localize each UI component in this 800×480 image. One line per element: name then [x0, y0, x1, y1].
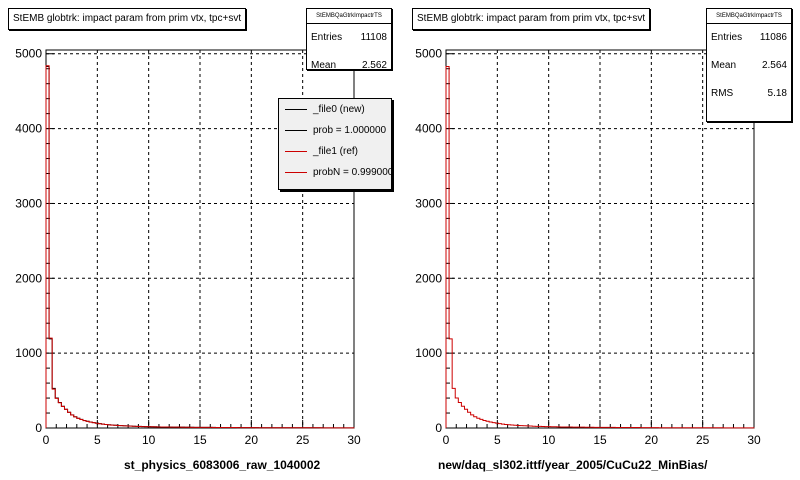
left-stats-name: StEMBQaGtrkImpactrTS — [307, 9, 391, 24]
right-x-tick-label-0: 0 — [443, 433, 450, 447]
left-y-tick-label-3: 3000 — [15, 196, 42, 210]
left-stats-mean-row: Mean 2.562 — [307, 52, 391, 80]
left-y-tick-label-5: 5000 — [15, 47, 42, 61]
left-stats-entries-value: 11108 — [360, 32, 387, 43]
right-stats-rms-row: RMS 5.18 — [707, 80, 791, 108]
right-y-tick-label-1: 1000 — [415, 346, 442, 360]
right-stats-entries-label: Entries — [711, 32, 743, 43]
legend-item-probn: probN = 0.999000 — [279, 162, 391, 183]
left-x-tick-label-2: 10 — [142, 433, 156, 447]
legend-line-icon — [285, 130, 307, 131]
right-x-tick-label-3: 15 — [593, 433, 607, 447]
right-plot-title: StEMB globtrk: impact param from prim vt… — [412, 8, 651, 30]
right-y-tick-label-3: 3000 — [415, 196, 442, 210]
right-x-tick-label-1: 5 — [494, 433, 501, 447]
left-y-tick-label-1: 1000 — [15, 346, 42, 360]
legend-line-icon — [285, 109, 307, 110]
right-y-tick-label-5: 5000 — [415, 47, 442, 61]
left-x-tick-label-0: 0 — [43, 433, 50, 447]
left-histogram-series-1 — [45, 65, 355, 429]
left-stats-entries-row: Entries 11108 — [307, 24, 391, 52]
legend: _file0 (new) prob = 1.000000 _file1 (ref… — [278, 98, 392, 190]
right-stats-mean-row: Mean 2.564 — [707, 52, 791, 80]
right-stats-rms-label: RMS — [711, 88, 734, 99]
left-x-tick-label-6: 30 — [347, 433, 361, 447]
legend-label: probN = 0.999000 — [313, 167, 392, 178]
right-pad: 0 5 10 15 20 25 30 0 1000 2000 3000 4000 5000 StEMB … — [400, 0, 800, 480]
right-stats-mean-value: 2.564 — [761, 60, 787, 71]
right-y-tick-label-2: 2000 — [415, 271, 442, 285]
left-plot-title: StEMB globtrk: impact param from prim vt… — [8, 8, 247, 30]
left-y-tick-label-0: 0 — [35, 421, 42, 435]
left-x-tick-label-4: 20 — [245, 433, 259, 447]
right-x-tick-label-6: 30 — [747, 433, 761, 447]
right-stats-mean-label: Mean — [711, 60, 737, 71]
left-stats-mean-label: Mean — [311, 60, 337, 71]
left-x-axis-title: st_physics_6083006_raw_1040002 — [124, 458, 321, 472]
right-x-tick-label-4: 20 — [645, 433, 659, 447]
left-x-tick-label-5: 25 — [296, 433, 310, 447]
legend-item-file1: _file1 (ref) — [279, 141, 391, 162]
left-y-tick-label-4: 4000 — [15, 122, 42, 136]
legend-label: prob = 1.000000 — [313, 125, 387, 136]
right-stats-box: StEMBQaGtrkImpactrTS Entries 11086 Mean … — [706, 8, 792, 122]
right-x-axis-title: new/daq_sl302.ittf/year_2005/CuCu22_MinB… — [438, 458, 708, 472]
legend-line-icon — [285, 172, 307, 173]
right-y-tick-label-0: 0 — [435, 421, 442, 435]
left-x-tick-label-1: 5 — [94, 433, 101, 447]
right-histogram-plot: 0 5 10 15 20 25 30 0 1000 2000 3000 4000 5000 — [415, 47, 761, 447]
legend-label: _file0 (new) — [313, 104, 365, 115]
legend-item-file0: _file0 (new) — [279, 99, 391, 120]
left-pad: 0 5 10 15 20 25 30 0 1000 2000 3000 4000 5000 StEMB … — [8, 8, 392, 472]
right-stats-rms-value: 5.18 — [767, 88, 787, 99]
right-histogram-series-0 — [445, 65, 755, 429]
legend-line-icon — [285, 151, 307, 152]
right-stats-entries-row: Entries 11086 — [707, 24, 791, 52]
left-y-tick-label-2: 2000 — [15, 271, 42, 285]
legend-item-prob: prob = 1.000000 — [279, 120, 391, 141]
legend-label: _file1 (ref) — [313, 146, 359, 157]
right-x-tick-label-5: 25 — [696, 433, 710, 447]
left-stats-entries-label: Entries — [311, 32, 343, 43]
right-x-tick-label-2: 10 — [542, 433, 556, 447]
left-stats-mean-value: 2.562 — [361, 60, 387, 71]
right-stats-name: StEMBQaGtrkImpactrTS — [707, 9, 791, 24]
right-stats-entries-value: 11086 — [759, 32, 787, 43]
left-x-tick-label-3: 15 — [193, 433, 207, 447]
left-stats-box: StEMBQaGtrkImpactrTS Entries 11108 Mean … — [306, 8, 392, 71]
right-y-tick-label-4: 4000 — [415, 122, 442, 136]
